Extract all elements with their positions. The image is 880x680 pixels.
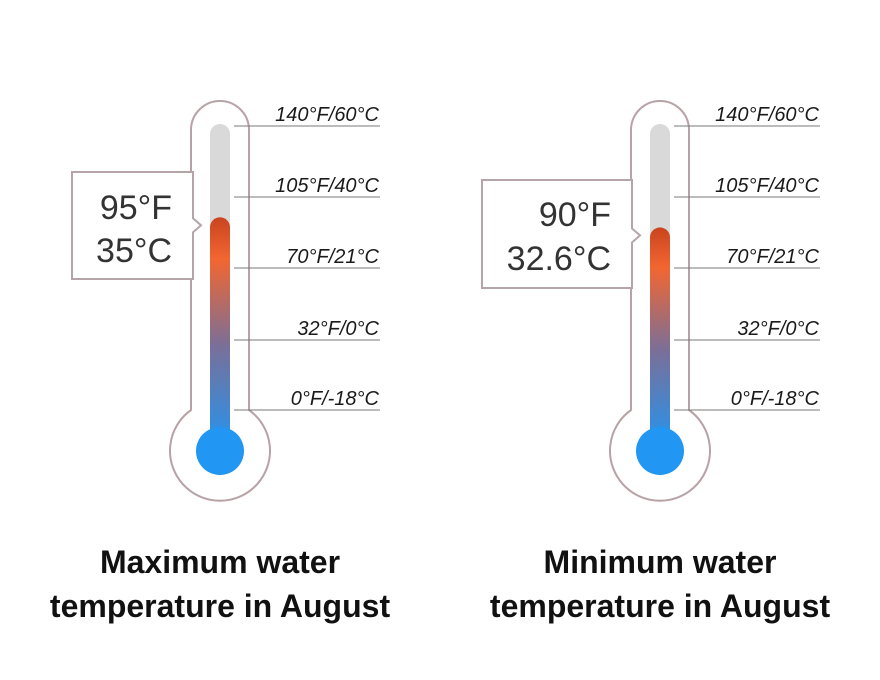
- caption-line-1: Minimum water: [543, 544, 777, 580]
- liquid-column: [210, 217, 230, 451]
- reading-celsius: 32.6°C: [507, 240, 611, 278]
- tick-label: 70°F/21°C: [726, 246, 819, 268]
- reading-callout: 90°F 32.6°C: [481, 179, 642, 289]
- reading-celsius: 35°C: [96, 232, 172, 270]
- tick-label: 140°F/60°C: [275, 104, 379, 126]
- reading-fahrenheit: 90°F: [539, 196, 611, 234]
- thermometer-bulb: [636, 427, 684, 475]
- thermometer-bulb: [196, 427, 244, 475]
- tick-group: 140°F/60°C 105°F/40°C 70°F/21°C 32°F/0°C 0°F…: [234, 104, 380, 411]
- caption-min: Minimum water temperature in August: [440, 540, 880, 628]
- reading-fahrenheit: 95°F: [100, 189, 172, 227]
- callout-box: [481, 179, 642, 289]
- caption-line-1: Maximum water: [99, 544, 341, 580]
- tick-label: 0°F/-18°C: [731, 388, 820, 410]
- caption-max: Maximum water temperature in August: [0, 540, 440, 628]
- liquid-column: [650, 227, 670, 451]
- caption-line-2: temperature in August: [489, 588, 831, 624]
- callout-box: [71, 171, 203, 280]
- tick-label: 140°F/60°C: [715, 104, 819, 126]
- tick-label: 70°F/21°C: [286, 246, 379, 268]
- thermometer-max: 140°F/60°C 105°F/40°C 70°F/21°C 32°F/0°C 0°F…: [71, 100, 380, 502]
- reading-callout: 95°F 35°C: [71, 171, 203, 280]
- tick-label: 105°F/40°C: [275, 175, 379, 197]
- tick-label: 32°F/0°C: [297, 318, 379, 340]
- thermometer-min: 140°F/60°C 105°F/40°C 70°F/21°C 32°F/0°C 0°F…: [481, 100, 820, 502]
- tick-label: 32°F/0°C: [737, 318, 819, 340]
- tick-label: 0°F/-18°C: [291, 388, 380, 410]
- caption-line-2: temperature in August: [49, 588, 391, 624]
- tick-group: 140°F/60°C 105°F/40°C 70°F/21°C 32°F/0°C 0°F…: [674, 104, 820, 411]
- tick-label: 105°F/40°C: [715, 175, 819, 197]
